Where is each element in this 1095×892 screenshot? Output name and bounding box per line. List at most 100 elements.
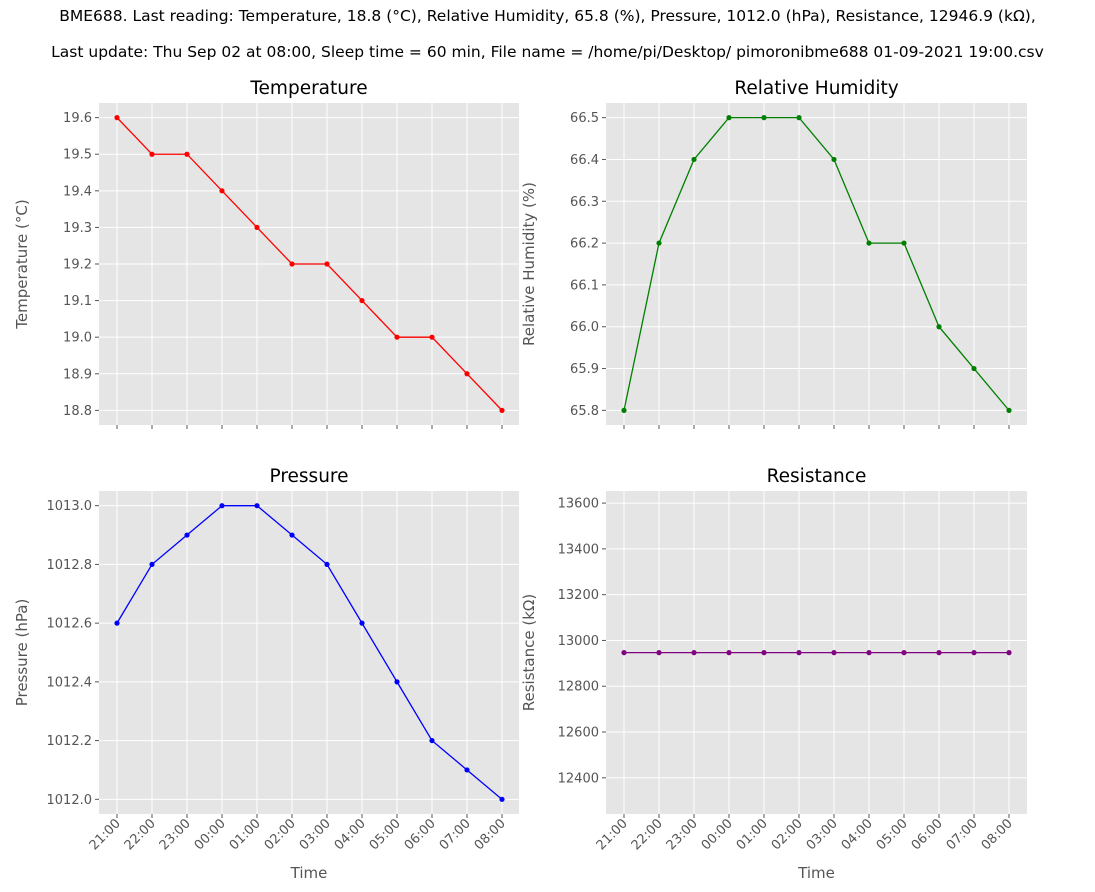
- y-tick-label: 12800: [558, 680, 599, 695]
- data-point: [464, 767, 470, 773]
- data-point: [464, 371, 470, 377]
- data-point: [219, 503, 225, 509]
- data-point: [726, 650, 732, 656]
- x-tick-label: 23:00: [664, 816, 701, 853]
- data-point: [691, 650, 697, 656]
- x-tick-label: 00:00: [192, 816, 229, 853]
- x-tick-label: 23:00: [157, 816, 194, 853]
- panel-title: Temperature: [249, 78, 367, 99]
- y-tick-label: 66.0: [570, 320, 599, 335]
- data-point: [621, 407, 627, 413]
- data-point: [901, 240, 907, 246]
- x-tick-label: 03:00: [297, 816, 334, 853]
- data-point: [831, 650, 837, 656]
- data-point: [149, 561, 155, 568]
- x-axis-label: Time: [797, 864, 835, 882]
- chart-panel-3: 1012.0 1012.2 1012.4 1012.6 1012.8 1013.0 21:0…: [13, 466, 519, 882]
- data-point: [114, 115, 120, 121]
- data-point: [1006, 407, 1012, 413]
- data-point: [656, 240, 662, 246]
- data-point: [289, 532, 295, 538]
- y-tick-label: 1012.0: [47, 793, 93, 808]
- x-tick-label: 03:00: [804, 816, 841, 853]
- y-tick-label: 65.8: [570, 404, 599, 419]
- data-point: [971, 650, 977, 656]
- chart-panel-1: 18.8 18.9 19.0 19.1 19.2 19.3 19.4 19.5 19.6 Temp…: [13, 78, 519, 429]
- y-tick-label: 13200: [558, 588, 599, 603]
- y-tick-label: 66.3: [570, 195, 599, 210]
- x-tick-label: 06:00: [402, 816, 439, 853]
- y-tick-label: 19.5: [63, 148, 92, 163]
- x-tick-label: 04:00: [839, 816, 876, 853]
- y-axis-label: Relative Humidity (%): [520, 182, 538, 346]
- data-point: [429, 737, 435, 744]
- data-point: [219, 188, 225, 194]
- y-tick-label: 19.6: [63, 111, 92, 126]
- data-point: [971, 365, 977, 372]
- panel-title: Pressure: [270, 466, 349, 487]
- header-line-1: BME688. Last reading: Temperature, 18.8 …: [59, 7, 1036, 25]
- data-point: [656, 650, 662, 656]
- y-tick-label: 66.1: [570, 278, 599, 293]
- y-tick-label: 12600: [558, 726, 599, 741]
- y-tick-label: 66.5: [570, 111, 599, 126]
- data-point: [761, 115, 767, 121]
- y-tick-label: 13600: [558, 497, 599, 512]
- y-tick-label: 1013.0: [47, 499, 93, 514]
- data-point: [691, 156, 697, 163]
- x-tick-label: 04:00: [332, 816, 369, 853]
- panel-title: Resistance: [767, 466, 867, 487]
- data-point: [254, 503, 260, 509]
- x-tick-label: 21:00: [87, 816, 124, 853]
- x-tick-label: 01:00: [227, 816, 264, 853]
- x-tick-label: 08:00: [472, 816, 509, 853]
- y-tick-label: 1012.8: [47, 558, 93, 573]
- x-tick-label: 21:00: [594, 816, 631, 853]
- data-point: [184, 532, 190, 538]
- data-point: [394, 334, 400, 340]
- data-point: [901, 650, 907, 656]
- data-point: [831, 156, 837, 163]
- data-point: [866, 240, 872, 246]
- data-point: [254, 224, 260, 231]
- y-tick-label: 19.1: [63, 294, 92, 309]
- data-point: [621, 650, 627, 656]
- data-point: [796, 650, 802, 656]
- data-point: [394, 679, 400, 685]
- y-tick-label: 18.8: [63, 404, 92, 419]
- y-axis-label: Resistance (kΩ): [520, 594, 538, 711]
- data-point: [359, 620, 365, 626]
- plot-area: [99, 491, 519, 814]
- x-tick-label: 07:00: [437, 816, 474, 853]
- y-axis-label: Pressure (hPa): [13, 599, 31, 707]
- data-point: [184, 151, 190, 157]
- data-point: [796, 115, 802, 121]
- chart-panel-4: 12400 12600 12800 13000 13200 13400 13600 21:00…: [520, 466, 1027, 882]
- header-line-2: Last update: Thu Sep 02 at 08:00, Sleep …: [51, 43, 1044, 61]
- x-tick-label: 02:00: [262, 816, 299, 853]
- y-tick-label: 1012.6: [47, 617, 93, 632]
- y-axis-label: Temperature (°C): [13, 199, 31, 329]
- y-tick-label: 18.9: [63, 367, 92, 382]
- data-point: [324, 261, 330, 267]
- y-tick-label: 19.4: [63, 184, 92, 199]
- chart-panel-2: 65.8 65.9 66.0 66.1 66.2 66.3 66.4 66.5 Relative…: [520, 78, 1027, 429]
- x-tick-label: 22:00: [122, 816, 159, 853]
- data-point: [359, 297, 365, 304]
- series-line: [623, 116, 1010, 411]
- y-tick-label: 66.2: [570, 237, 599, 252]
- data-point: [761, 650, 767, 656]
- data-point: [726, 115, 732, 121]
- data-point: [289, 261, 295, 267]
- data-point: [114, 620, 120, 626]
- y-tick-label: 66.4: [570, 153, 599, 168]
- y-tick-label: 12400: [558, 771, 599, 786]
- data-point: [936, 650, 942, 656]
- x-tick-label: 05:00: [874, 816, 911, 853]
- x-tick-label: 02:00: [769, 816, 806, 853]
- data-point: [936, 324, 942, 330]
- y-tick-label: 19.2: [63, 258, 92, 273]
- x-tick-label: 07:00: [944, 816, 981, 853]
- data-point: [499, 407, 505, 413]
